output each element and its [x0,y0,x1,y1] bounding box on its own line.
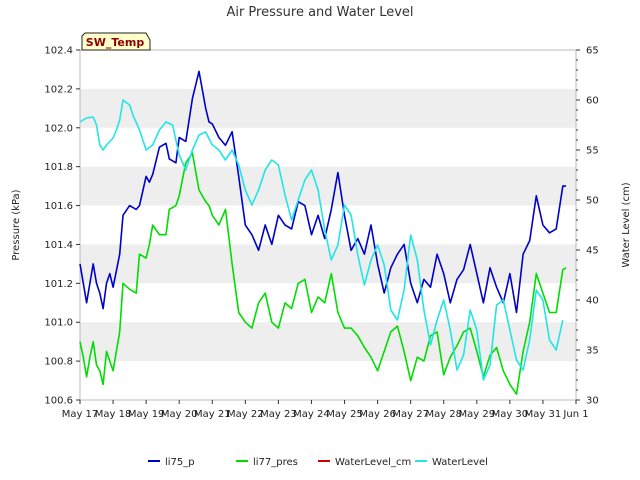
series-line-li75-p [79,70,567,314]
series-line-waterlevel [79,99,564,381]
grid-band [80,88,576,128]
legend-label: li77_pres [253,457,298,468]
x-tick-label: May 19 [128,409,165,420]
y-left-tick-label: 101.8 [44,162,73,173]
y-left-tick-label: 102.4 [44,46,73,57]
x-tick-label: May 31 [525,409,562,420]
x-tick-label: May 17 [62,409,99,420]
y-right-tick-label: 35 [586,346,599,357]
y-left-tick-label: 102.2 [44,84,73,95]
legend-label: WaterLevel_cm [335,457,411,468]
y-left-tick-label: 101.2 [44,279,73,290]
y-left-tick-label: 101.0 [44,318,73,329]
x-tick-label: May 24 [293,409,330,420]
grid-band [80,244,576,284]
y-left-tick-label: 100.6 [44,396,73,407]
y-right-tick-label: 55 [586,146,599,157]
x-tick-label: May 29 [459,409,496,420]
left-axis-ticks: 100.6 100.8 101.0 101.2 101.4 101.6 101.8 102.0… [44,46,80,407]
y-left-tick-label: 100.8 [44,357,73,368]
x-tick-label: May 26 [359,409,396,420]
y-right-tick-label: 30 [586,396,599,407]
x-tick-label: May 30 [492,409,529,420]
y-left-tick-label: 102.0 [44,123,73,134]
x-tick-label: May 21 [194,409,231,420]
right-axis-ticks: 30 35 40 45 50 55 60 65 [576,46,599,407]
y-right-tick-label: 40 [586,296,599,307]
series-lines [79,70,567,396]
series-line-li77-pres [79,152,567,396]
plot-area [79,49,577,401]
y-axis-right-title: Water Level (cm) [621,182,632,267]
y-right-tick-label: 60 [586,96,599,107]
station-tag-box [81,32,151,51]
chart-title: Air Pressure and Water Level [226,5,413,20]
legend: li75_p li77_pres WaterLevel_cm WaterLevel [148,457,488,468]
y-left-tick-label: 101.4 [44,240,73,251]
x-tick-label: May 27 [392,409,429,420]
x-tick-label: Jun 1 [562,409,588,420]
y-right-tick-label: 65 [586,46,599,57]
y-axis-left-title: Pressure (kPa) [11,189,22,260]
y-left-tick-label: 101.6 [44,201,73,212]
grid-band [80,166,576,206]
y-right-tick-label: 45 [586,246,599,257]
grid-band [80,322,576,362]
x-tick-label: May 22 [227,409,264,420]
x-tick-label: May 18 [95,409,132,420]
x-tick-label: May 20 [161,409,198,420]
x-tick-label: May 23 [260,409,297,420]
x-tick-label: May 25 [326,409,363,420]
station-tag: SW_Temp [81,32,151,51]
x-tick-label: May 28 [425,409,462,420]
y-right-tick-label: 50 [586,196,599,207]
legend-label: li75_p [165,457,195,468]
legend-label: WaterLevel [432,457,488,468]
station-tag-label: SW_Temp [86,36,145,49]
